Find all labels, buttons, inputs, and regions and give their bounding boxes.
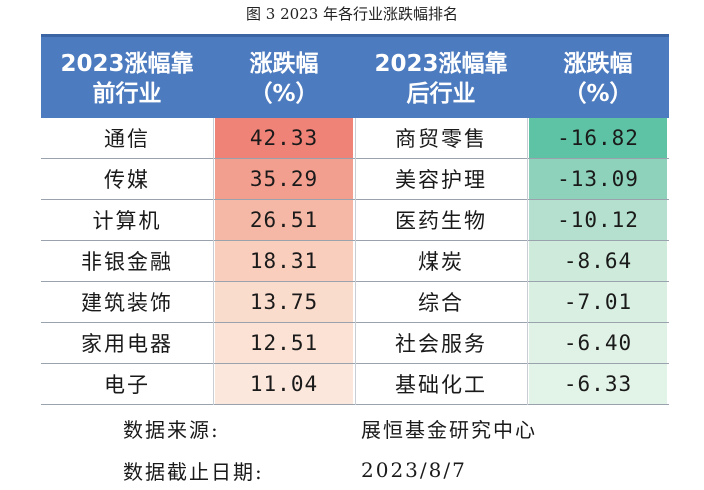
- top-industry-cell: 电子: [104, 373, 150, 397]
- top-change-cell: 13.75: [215, 282, 353, 322]
- top-industry-cell: 传媒: [104, 168, 150, 192]
- bottom-change-cell: -10.12: [529, 200, 667, 240]
- table-row: 通信 42.33 商贸零售 -16.82: [41, 118, 669, 159]
- top-industry-cell: 计算机: [92, 209, 162, 233]
- figure-caption: 图 3 2023 年各行业涨跌幅排名: [245, 5, 459, 23]
- top-change-cell: 12.51: [215, 323, 353, 363]
- bottom-industry-cell: 基础化工: [395, 373, 487, 397]
- table-row: 家用电器 12.51 社会服务 -6.40: [41, 323, 669, 364]
- source-value: 展恒基金研究中心: [361, 417, 537, 442]
- table-row: 建筑装饰 13.75 综合 -7.01: [41, 282, 669, 323]
- date-row: 数据截止日期: 2023/8/7: [41, 450, 669, 490]
- bottom-change-cell: -16.82: [529, 118, 667, 158]
- header-bottom-change: 涨跌幅 （%）: [563, 51, 633, 107]
- table-row: 电子 11.04 基础化工 -6.33: [41, 364, 669, 405]
- source-row: 数据来源: 展恒基金研究中心: [41, 408, 669, 448]
- source-label: 数据来源:: [123, 417, 220, 442]
- bottom-change-cell: -8.64: [529, 241, 667, 281]
- top-change-cell: 18.31: [215, 241, 353, 281]
- bottom-change-cell: -13.09: [529, 159, 667, 199]
- bottom-industry-cell: 综合: [418, 291, 464, 315]
- top-change-cell: 35.29: [215, 159, 353, 199]
- top-change-cell: 42.33: [215, 118, 353, 158]
- bottom-industry-cell: 美容护理: [395, 168, 487, 192]
- header-top-industry: 2023涨幅靠 前行业: [60, 51, 194, 107]
- bottom-industry-cell: 医药生物: [395, 209, 487, 233]
- bottom-change-cell: -6.40: [529, 323, 667, 363]
- date-value: 2023/8/7: [361, 458, 467, 482]
- bottom-industry-cell: 煤炭: [418, 250, 464, 274]
- bottom-change-cell: -7.01: [529, 282, 667, 322]
- header-bottom-industry: 2023涨幅靠 后行业: [374, 51, 508, 107]
- top-industry-cell: 建筑装饰: [81, 291, 173, 315]
- column-divider: [355, 118, 356, 405]
- table-row: 计算机 26.51 医药生物 -10.12: [41, 200, 669, 241]
- bottom-industry-cell: 社会服务: [395, 332, 487, 356]
- top-change-cell: 26.51: [215, 200, 353, 240]
- header-top-change: 涨跌幅 （%）: [249, 51, 319, 107]
- bottom-change-cell: -6.33: [529, 364, 667, 404]
- column-divider: [527, 118, 528, 405]
- top-industry-cell: 通信: [104, 127, 150, 151]
- industry-ranking-table: 2023涨幅靠 前行业 涨跌幅 （%） 2023涨幅靠 后行业 涨跌幅 （%） …: [41, 34, 669, 486]
- top-industry-cell: 家用电器: [81, 332, 173, 356]
- date-label: 数据截止日期:: [123, 459, 264, 484]
- bottom-industry-cell: 商贸零售: [395, 127, 487, 151]
- table-header: 2023涨幅靠 前行业 涨跌幅 （%） 2023涨幅靠 后行业 涨跌幅 （%）: [41, 34, 669, 118]
- column-divider: [213, 118, 214, 405]
- top-industry-cell: 非银金融: [81, 250, 173, 274]
- top-change-cell: 11.04: [215, 364, 353, 404]
